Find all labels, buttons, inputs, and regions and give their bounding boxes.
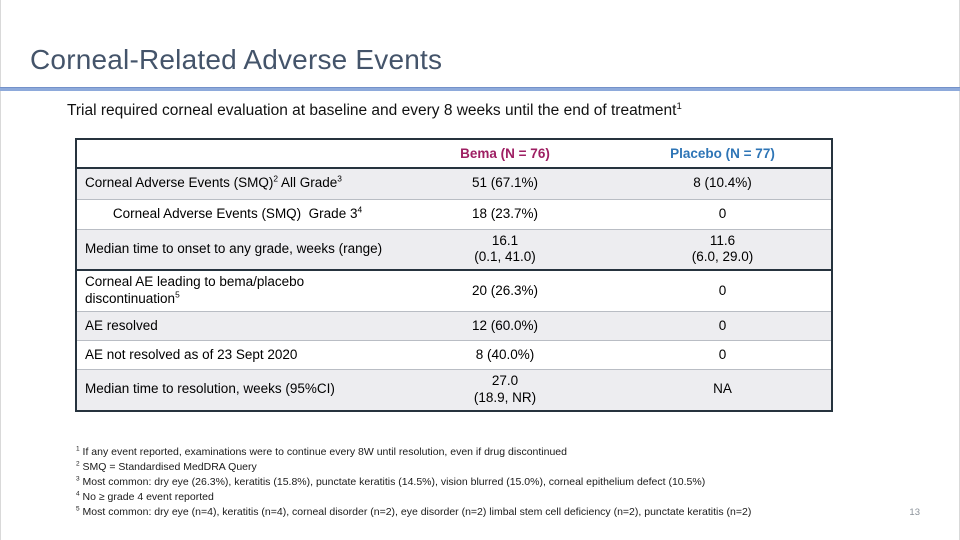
- label-text: Corneal Adverse Events (SMQ): [85, 175, 274, 191]
- bema-column-header: Bema (N = 76): [396, 139, 614, 168]
- row-label-cell: Corneal Adverse Events (SMQ) Grade 34: [76, 199, 396, 229]
- table-row: Median time to resolution, weeks (95%CI)…: [76, 369, 832, 411]
- label-text: Median time to onset to any grade, weeks…: [85, 240, 383, 256]
- table-header-row: Bema (N = 76) Placebo (N = 77): [76, 139, 832, 168]
- footnote-item: 3 Most common: dry eye (26.3%), keratiti…: [76, 475, 886, 490]
- row-label-cell: Median time to resolution, weeks (95%CI): [76, 369, 396, 411]
- label-text: Corneal Adverse Events (SMQ) Grade 3: [112, 205, 358, 221]
- footnote-marker: 5: [175, 289, 180, 300]
- adverse-events-table: Bema (N = 76) Placebo (N = 77) Corneal A…: [75, 138, 833, 412]
- bema-value-cell: 16.1 (0.1, 41.0): [396, 229, 614, 271]
- footnote-text: If any event reported, examinations were…: [79, 446, 567, 458]
- placebo-value-cell: 11.6 (6.0, 29.0): [614, 229, 832, 271]
- empty-header-cell: [76, 139, 396, 168]
- placebo-value-cell: 0: [718, 205, 727, 221]
- placebo-value-cell: 0: [718, 346, 727, 362]
- footnote-marker: 3: [337, 173, 342, 184]
- subtitle-footnote-marker: 1: [676, 100, 682, 112]
- footnote-marker: 5: [76, 505, 80, 513]
- footnote-marker: 2: [273, 173, 278, 184]
- row-label-cell: AE not resolved as of 23 Sept 2020: [76, 341, 396, 370]
- subtitle-text: Trial required corneal evaluation at bas…: [67, 102, 677, 119]
- footnote-marker: 3: [76, 475, 80, 483]
- label-text: Median time to resolution, weeks (95%CI): [85, 381, 335, 397]
- table-row: AE resolved 12 (60.0%) 0: [76, 311, 832, 341]
- table-row: Corneal Adverse Events (SMQ)2 All Grade3…: [76, 168, 832, 199]
- table-body: Corneal Adverse Events (SMQ)2 All Grade3…: [76, 168, 832, 411]
- footnotes: 1 If any event reported, examinations we…: [76, 445, 886, 520]
- row-label-cell: Median time to onset to any grade, weeks…: [76, 229, 396, 271]
- footnote-marker: 1: [76, 445, 80, 453]
- footnote-item: 5 Most common: dry eye (n=4), keratitis …: [76, 505, 886, 520]
- bema-value-cell: 8 (40.0%): [475, 346, 535, 362]
- footnote-text: Most common: dry eye (26.3%), keratitis …: [79, 476, 706, 488]
- page-number: 13: [909, 507, 920, 518]
- bema-value-cell: 27.0 (18.9, NR): [396, 369, 614, 411]
- placebo-value-cell: 0: [718, 282, 727, 298]
- footnote-text: No ≥ grade 4 event reported: [79, 491, 214, 503]
- row-label-cell: AE resolved: [76, 311, 396, 341]
- row-label-cell: Corneal Adverse Events (SMQ)2 All Grade3: [76, 168, 396, 199]
- bema-value-cell: 18 (23.7%): [471, 205, 539, 221]
- title-underline-divider: [0, 87, 960, 91]
- bema-value-cell: 12 (60.0%): [396, 311, 614, 341]
- footnote-item: 1 If any event reported, examinations we…: [76, 445, 886, 460]
- footnote-item: 2 SMQ = Standardised MedDRA Query: [76, 460, 886, 475]
- placebo-value-cell: 0: [614, 311, 832, 341]
- footnote-text: SMQ = Standardised MedDRA Query: [79, 461, 257, 473]
- bema-value-cell: 20 (26.3%): [471, 282, 539, 298]
- page-title: Corneal-Related Adverse Events: [30, 44, 443, 75]
- footnote-item: 4 No ≥ grade 4 event reported: [76, 490, 886, 505]
- footnote-text: Most common: dry eye (n=4), keratitis (n…: [79, 506, 752, 518]
- table-row: Corneal AE leading to bema/placebo disco…: [76, 270, 832, 311]
- footnote-marker: 2: [76, 460, 80, 468]
- label-text: All Grade: [277, 175, 338, 191]
- label-text: AE resolved: [85, 317, 158, 333]
- bema-value-cell: 51 (67.1%): [396, 168, 614, 199]
- subtitle: Trial required corneal evaluation at bas…: [67, 102, 682, 120]
- table-row: AE not resolved as of 23 Sept 2020 8 (40.…: [76, 340, 832, 370]
- table-row: Median time to onset to any grade, weeks…: [76, 229, 832, 271]
- placebo-value-cell: NA: [614, 369, 832, 411]
- label-text: Corneal AE leading to bema/placebo disco…: [85, 274, 305, 307]
- table-row: Corneal Adverse Events (SMQ) Grade 34 18 …: [76, 199, 832, 229]
- footnote-marker: 4: [76, 490, 80, 498]
- row-label-cell: Corneal AE leading to bema/placebo disco…: [76, 270, 396, 311]
- placebo-value-cell: 8 (10.4%): [614, 168, 832, 199]
- footnote-marker: 4: [357, 204, 363, 215]
- label-text: AE not resolved as of 23 Sept 2020: [85, 346, 298, 362]
- placebo-column-header: Placebo (N = 77): [614, 139, 832, 168]
